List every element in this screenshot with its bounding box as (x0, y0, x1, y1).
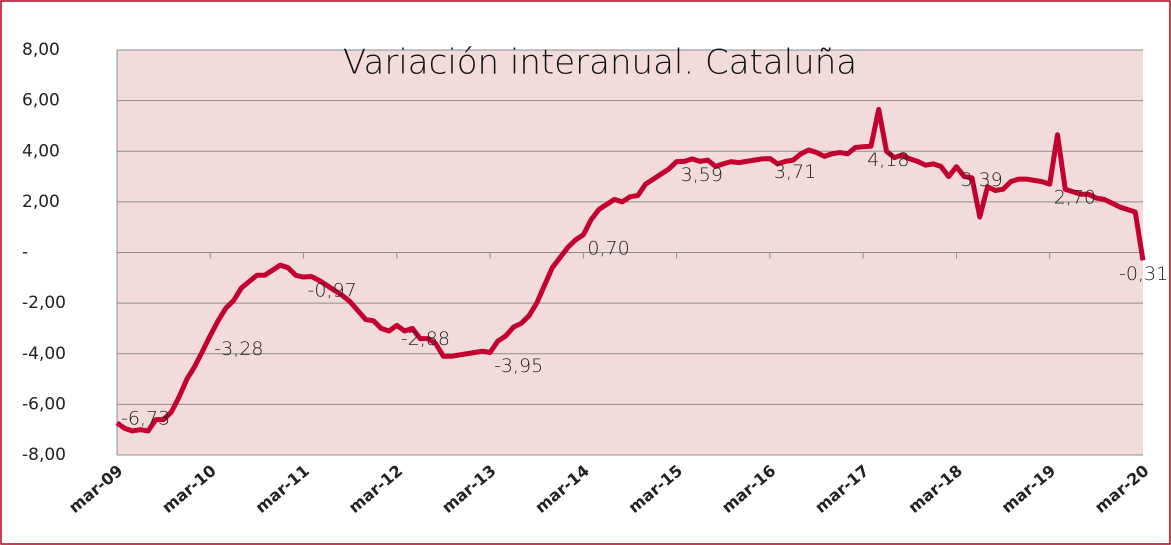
x-tick-label: mar-15 (625, 461, 686, 517)
data-label: 2,70 (1054, 187, 1096, 209)
x-tick-label: mar-13 (438, 461, 499, 517)
y-tick-label: - (22, 243, 28, 263)
y-tick-label: 4,00 (22, 141, 60, 161)
data-label: 3,39 (960, 169, 1002, 191)
y-tick-label: -2,00 (22, 293, 66, 313)
x-tick-label: mar-11 (252, 461, 313, 517)
x-tick-label: mar-20 (1091, 461, 1152, 517)
data-label: -6,73 (121, 407, 170, 429)
data-label: -0,97 (308, 280, 357, 302)
line-series (115, 106, 1146, 434)
y-tick-label: -4,00 (22, 344, 66, 364)
x-tick-label: mar-18 (904, 461, 965, 517)
y-tick-label: 6,00 (22, 91, 60, 111)
x-tick-label: mar-16 (718, 461, 779, 517)
y-tick-label: 8,00 (22, 40, 60, 60)
x-tick-label: mar-10 (158, 461, 219, 517)
data-label: -0,31 (1119, 263, 1168, 285)
x-tick-label: mar-19 (998, 461, 1059, 517)
x-tick-label: mar-09 (65, 461, 126, 517)
data-label: 3,59 (681, 164, 723, 186)
chart-title: Variación interanual. Cataluña (343, 43, 857, 83)
y-tick-label: 2,00 (22, 192, 60, 212)
data-label: -3,28 (214, 338, 263, 360)
data-label: 4,18 (867, 149, 909, 171)
x-tick-label: mar-14 (531, 461, 592, 517)
y-tick-label: -8,00 (22, 445, 66, 465)
y-tick-label: -6,00 (22, 394, 66, 414)
x-tick-label: mar-17 (811, 461, 872, 517)
x-tick-label: mar-12 (345, 461, 406, 517)
data-label: 3,71 (774, 161, 816, 183)
data-label: -3,95 (494, 355, 543, 377)
data-label: -2,88 (401, 328, 450, 350)
data-label: 0,70 (587, 237, 629, 259)
